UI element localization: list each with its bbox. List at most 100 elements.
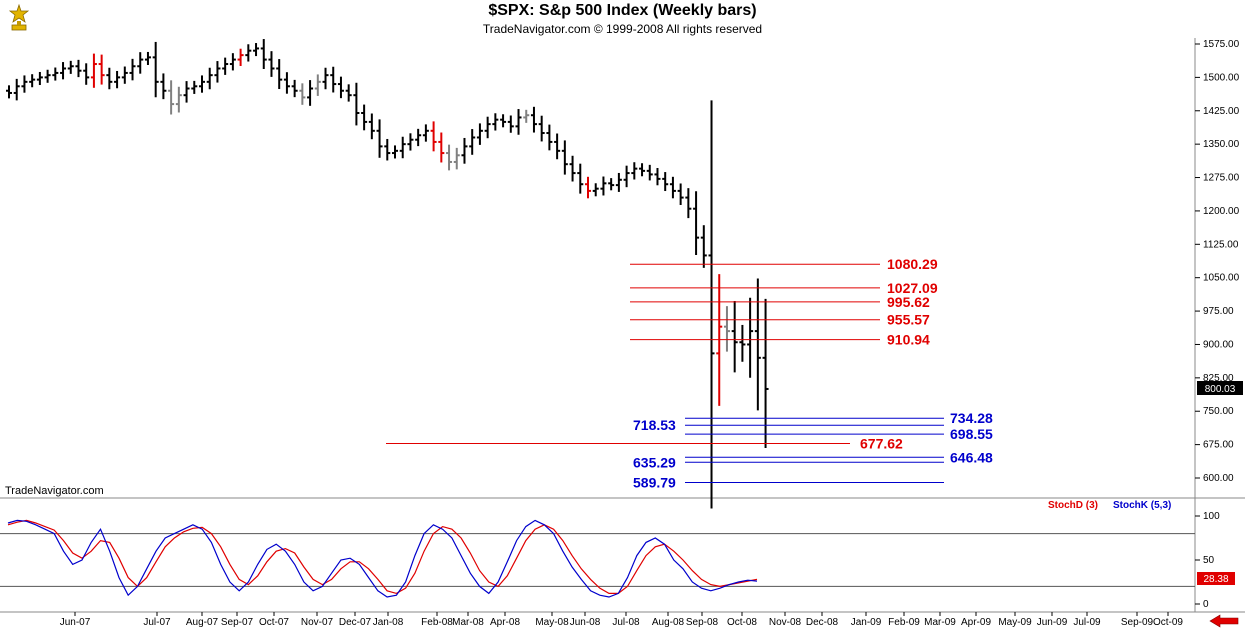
y-tick-label: 900.00	[1203, 339, 1234, 350]
ohlc-bar	[415, 128, 422, 147]
ohlc-bar	[168, 80, 175, 115]
support-label: 646.48	[950, 449, 993, 465]
stoch-last-box	[1197, 572, 1235, 585]
y-tick-label: 1425.00	[1203, 106, 1240, 117]
x-tick-label: Sep-07	[221, 617, 254, 628]
ohlc-bar	[585, 176, 591, 199]
ohlc-bar	[530, 106, 537, 133]
ohlc-bar	[322, 67, 329, 90]
y-tick-label: 975.00	[1203, 306, 1234, 317]
ohlc-bar	[29, 74, 36, 88]
ohlc-bar	[476, 123, 483, 145]
ohlc-bar	[152, 41, 159, 98]
ohlc-bar	[654, 168, 661, 186]
ohlc-bar	[75, 59, 82, 78]
y-tick-label: 825.00	[1203, 373, 1234, 384]
ohlc-bar	[569, 155, 576, 182]
ohlc-bar	[199, 75, 205, 93]
ohlc-bar	[592, 183, 599, 197]
ohlc-bar	[708, 100, 715, 509]
price-panel	[0, 38, 1195, 498]
x-tick-label: Dec-07	[339, 617, 372, 628]
ohlc-bar	[90, 53, 97, 88]
x-tick-label: Dec-08	[806, 617, 839, 628]
ohlc-bar	[276, 59, 283, 90]
ohlc-bar	[723, 306, 730, 352]
ohlc-bar	[639, 163, 646, 177]
ohlc-bar	[314, 74, 321, 96]
ohlc-bar	[469, 129, 476, 155]
ohlc-bar	[83, 63, 90, 85]
x-tick-label: Mar-09	[924, 617, 956, 628]
ohlc-bar	[345, 84, 352, 102]
ohlc-bar	[669, 176, 676, 199]
ohlc-bar	[60, 62, 67, 80]
support-label: 635.29	[633, 454, 676, 470]
ohlc-bar	[283, 72, 290, 94]
x-tick-label: Oct-08	[727, 617, 757, 628]
y-tick-label: 750.00	[1203, 406, 1234, 417]
ohlc-bar	[677, 183, 684, 205]
ohlc-bar	[6, 85, 12, 99]
resistance-label: 910.94	[887, 332, 930, 348]
ohlc-bar	[608, 178, 615, 191]
stoch-tick-label: 50	[1203, 555, 1215, 566]
x-tick-label: Jun-08	[570, 617, 601, 628]
x-tick-label: Apr-09	[961, 617, 991, 628]
ohlc-bar	[500, 114, 507, 128]
x-tick-label: Feb-09	[888, 617, 920, 628]
x-tick-label: May-08	[535, 617, 569, 628]
y-tick-label: 1200.00	[1203, 206, 1240, 217]
stoch-tick-label: 0	[1203, 599, 1209, 610]
y-tick-label: 1125.00	[1203, 239, 1239, 250]
support-label: 718.53	[633, 417, 676, 433]
ohlc-bar	[268, 51, 275, 77]
last-price-label: 800.03	[1205, 384, 1236, 395]
ohlc-bar	[13, 78, 20, 101]
ohlc-bar	[446, 144, 453, 171]
y-tick-label: 1350.00	[1203, 139, 1240, 150]
chart-header: $SPX: S&p 500 Index (Weekly bars) TradeN…	[0, 0, 1245, 38]
ohlc-bar	[523, 109, 530, 123]
ohlc-bar	[67, 60, 74, 74]
ohlc-bar	[438, 132, 445, 163]
red-left-arrow-icon[interactable]	[1209, 614, 1239, 628]
ohlc-bar	[461, 137, 468, 164]
y-tick-label: 1050.00	[1203, 273, 1240, 284]
ohlc-bar	[422, 124, 429, 142]
x-tick-label: Jul-07	[143, 617, 171, 628]
ohlc-bar	[376, 119, 383, 158]
resistance-label: 955.57	[887, 312, 930, 328]
stochD-line	[7, 519, 758, 595]
ohlc-bar	[693, 191, 700, 256]
ohlc-bar	[245, 44, 252, 62]
x-tick-label: Feb-08	[421, 617, 453, 628]
ohlc-bar	[191, 80, 198, 94]
gold-trophy-icon[interactable]	[6, 3, 32, 33]
ohlc-bar	[160, 73, 167, 100]
stoch-tick-label: 100	[1203, 511, 1220, 522]
y-tick-label: 600.00	[1203, 473, 1234, 484]
ohlc-bar	[260, 39, 267, 69]
chart-title: $SPX: S&p 500 Index (Weekly bars)	[488, 2, 757, 19]
resistance-label: 677.62	[860, 435, 903, 451]
ohlc-bar	[646, 164, 653, 181]
x-tick-label: Nov-07	[301, 617, 334, 628]
ohlc-bar	[44, 69, 51, 83]
ohlc-bar	[430, 121, 437, 152]
ohlc-bar	[546, 124, 553, 151]
ohlc-bar	[361, 104, 368, 131]
ohlc-bar	[577, 163, 584, 194]
ohlc-bar	[121, 66, 128, 84]
stoch-last-label: 28.38	[1203, 574, 1228, 585]
legend-stochD: StochD (3)	[1048, 500, 1098, 511]
ohlc-bar	[662, 172, 669, 192]
ohlc-bar	[368, 113, 375, 140]
ohlc-bar	[700, 225, 707, 268]
x-tick-label: Jan-09	[851, 617, 882, 628]
ohlc-bar	[52, 67, 59, 81]
ohlc-bar	[183, 81, 190, 103]
x-tick-label: Jun-09	[1037, 617, 1068, 628]
watermark: TradeNavigator.com	[5, 485, 104, 497]
